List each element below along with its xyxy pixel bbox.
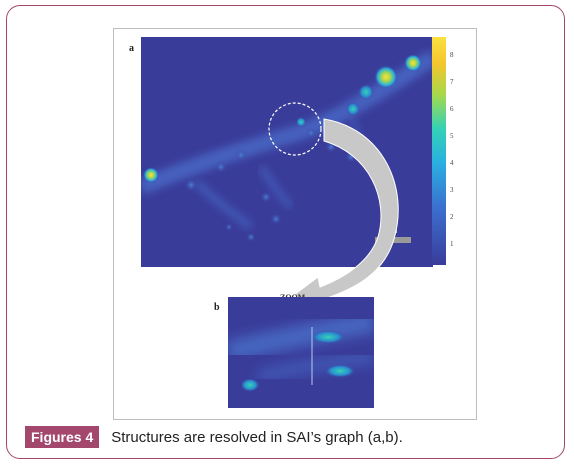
colorbar-tick: 1	[450, 240, 454, 248]
colorbar-tick: 5	[450, 132, 454, 140]
figure-caption: Figures 4 Structures are resolved in SAI…	[25, 425, 403, 449]
zoom-arrow: ZOOM	[280, 118, 399, 309]
colorbar: 8 7 6 5 4 3 2 1	[432, 37, 454, 265]
colorbar-tick: 6	[450, 105, 454, 113]
figure-card: a	[6, 5, 565, 459]
colorbar-tick: 8	[450, 51, 454, 59]
caption-text: Structures are resolved in SAI’s graph (…	[111, 428, 403, 446]
panel-b-label: b	[214, 302, 220, 313]
colorbar-ticks: 8 7 6 5 4 3 2 1	[450, 51, 454, 248]
panel-a-label: a	[129, 43, 134, 54]
colorbar-tick: 4	[450, 159, 454, 167]
zoom-region-circle	[268, 102, 322, 156]
panel-a-image: 2um	[141, 37, 433, 267]
figure-panel: a	[113, 28, 477, 420]
figure-badge: Figures 4	[25, 426, 100, 448]
panel-b-image	[228, 297, 374, 408]
colorbar-tick: 3	[450, 186, 454, 194]
colorbar-tick: 7	[450, 78, 454, 86]
colorbar-tick: 2	[450, 213, 454, 221]
